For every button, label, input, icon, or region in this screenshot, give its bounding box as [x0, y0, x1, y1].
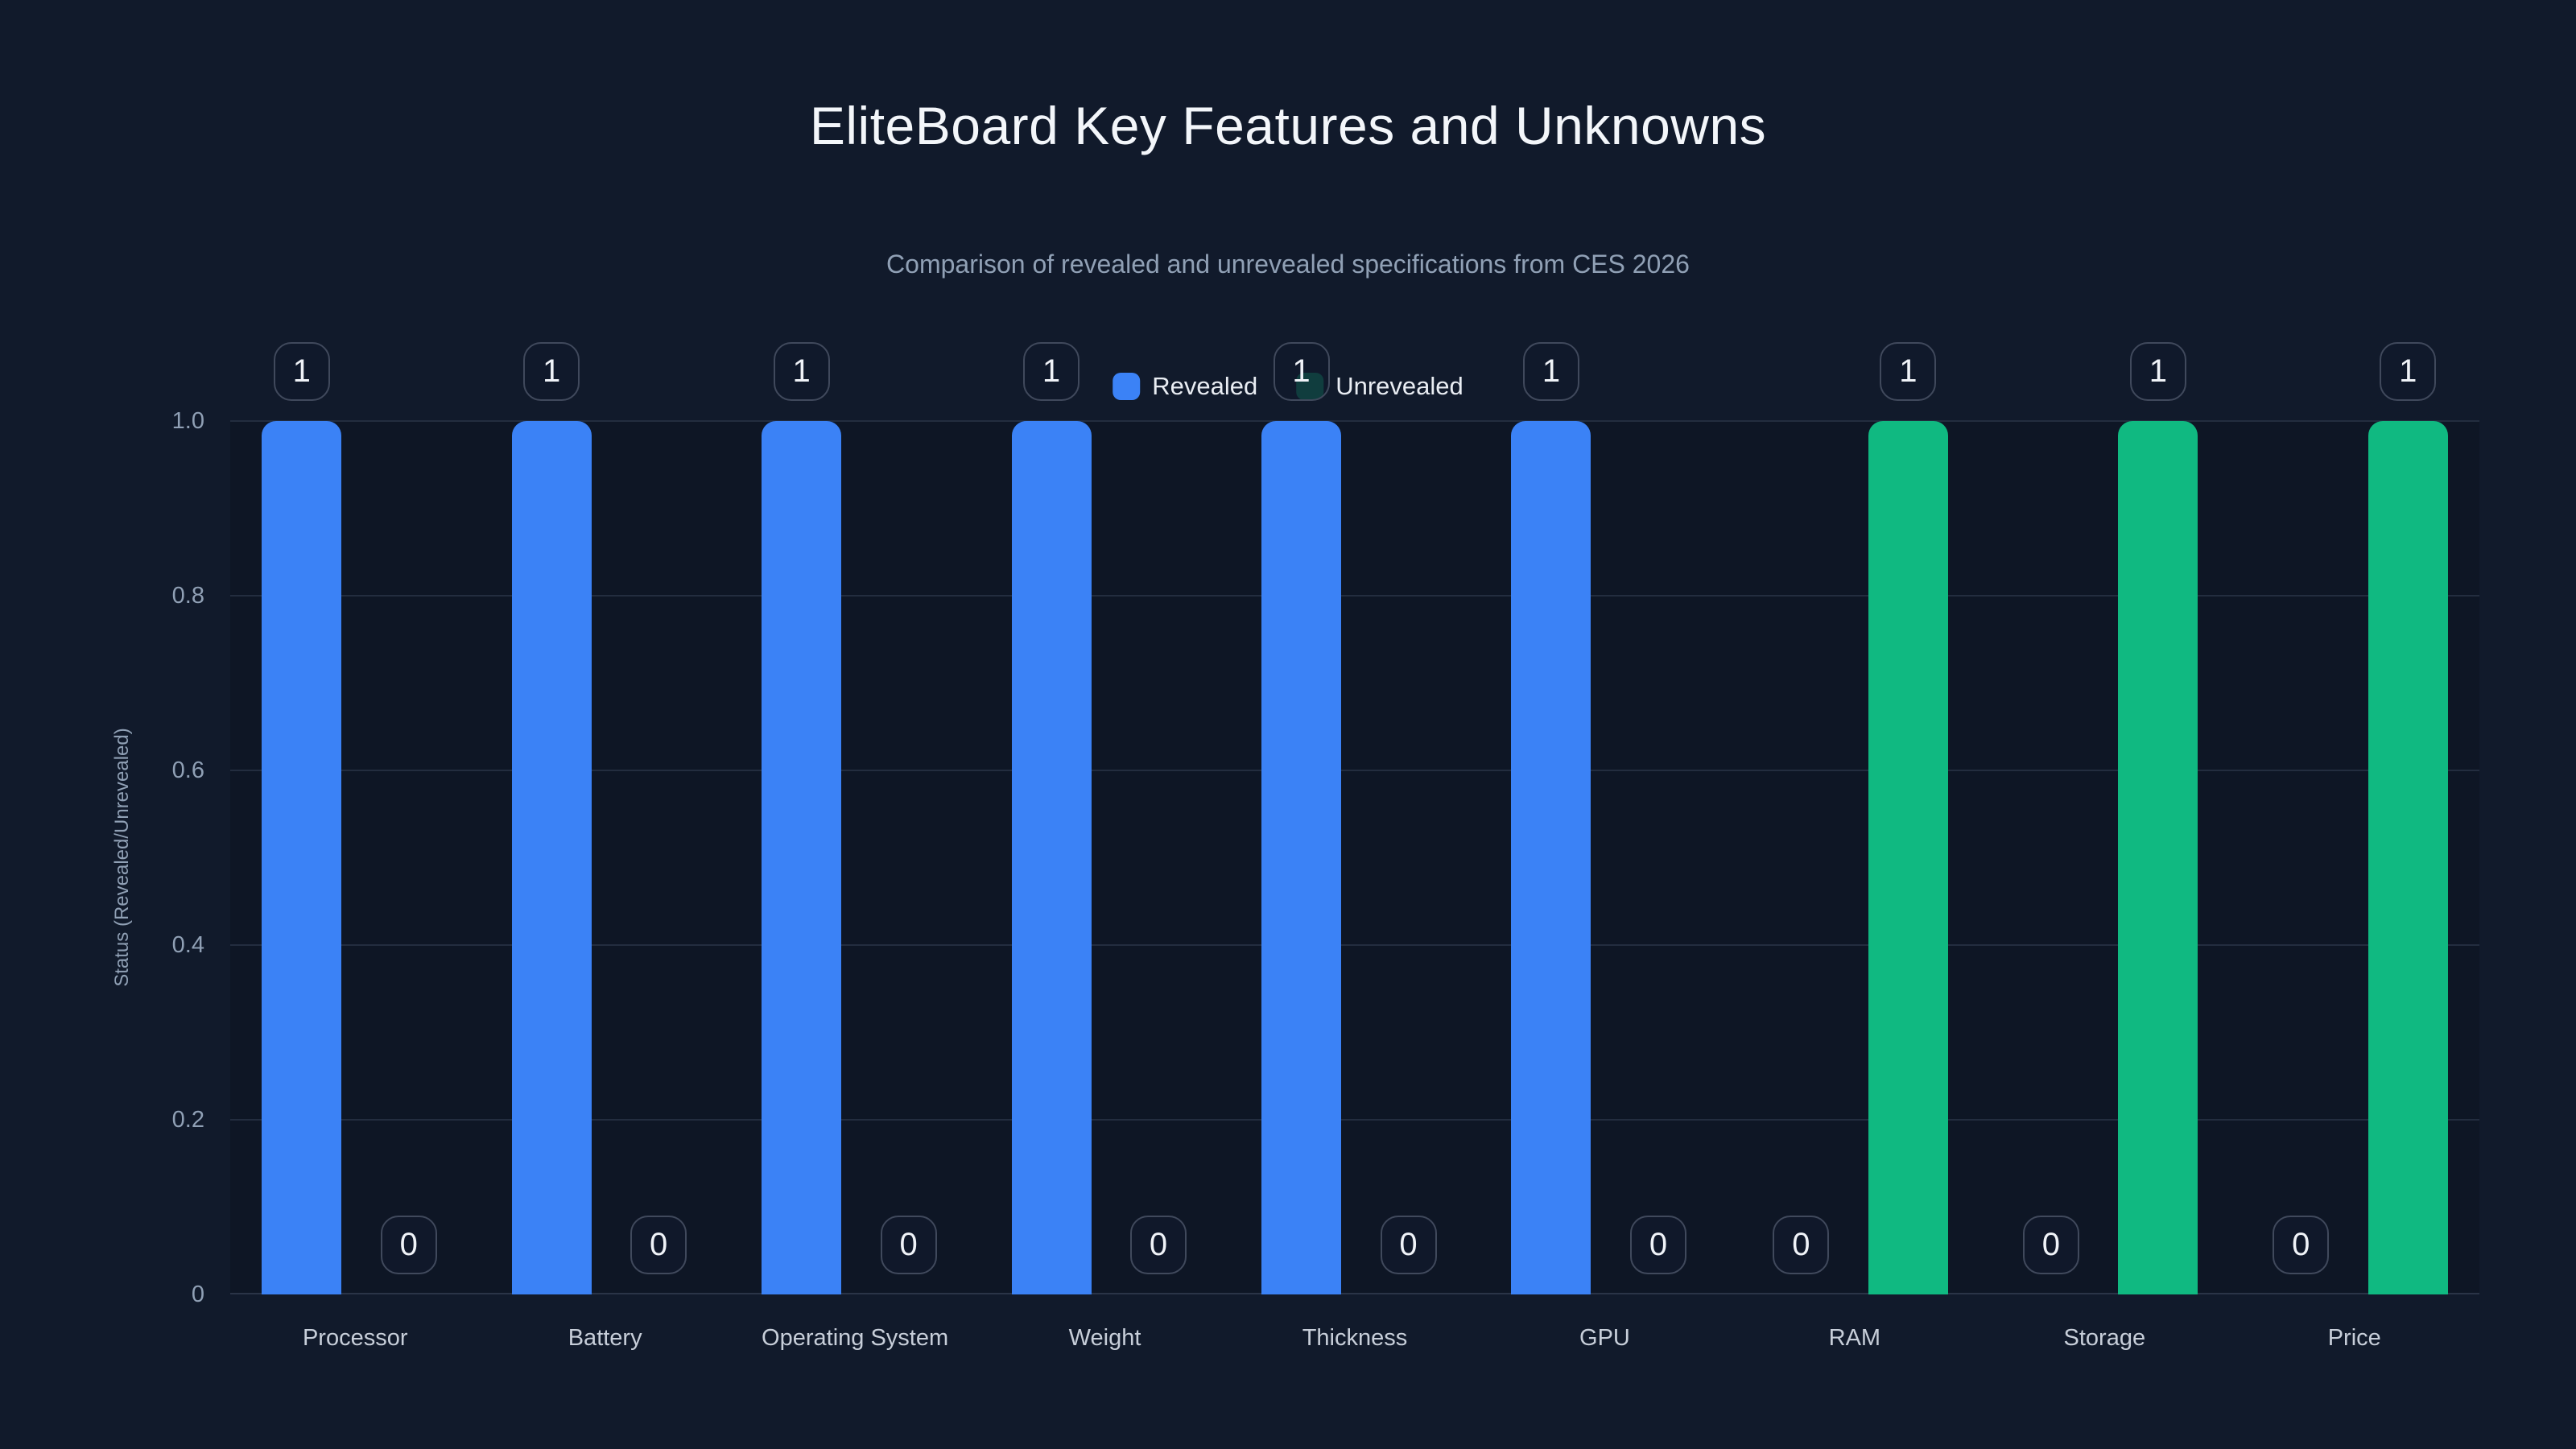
value-badge: 1	[2380, 342, 2437, 401]
bar-revealed-thickness[interactable]	[1261, 421, 1341, 1294]
x-category-label: Storage	[2063, 1325, 2146, 1351]
value-badge: 0	[1629, 1216, 1686, 1274]
value-badge: 0	[2022, 1216, 2079, 1274]
value-badge: 1	[273, 342, 330, 401]
value-badge: 1	[1880, 342, 1937, 401]
y-tick-label: 1.0	[171, 408, 204, 434]
chart-title: EliteBoard Key Features and Unknowns	[809, 96, 1767, 155]
x-category-label: Price	[2327, 1325, 2381, 1351]
gridline	[230, 595, 2479, 597]
value-badge: 1	[2129, 342, 2186, 401]
x-category-label: RAM	[1828, 1325, 1881, 1351]
value-badge: 0	[2273, 1216, 2330, 1274]
x-category-label: Battery	[568, 1325, 642, 1351]
plot-area	[230, 421, 2479, 1294]
x-category-label: Weight	[1068, 1325, 1141, 1351]
bar-unrevealed-price[interactable]	[2368, 421, 2448, 1294]
legend-label-unrevealed: Unrevealed	[1335, 372, 1463, 400]
x-category-label: Operating System	[762, 1325, 949, 1351]
y-tick-label: 0	[191, 1282, 204, 1307]
value-badge: 1	[1273, 342, 1330, 401]
value-badge: 0	[1380, 1216, 1437, 1274]
value-badge: 0	[1773, 1216, 1830, 1274]
bar-revealed-battery[interactable]	[511, 421, 592, 1294]
x-category-label: GPU	[1579, 1325, 1630, 1351]
value-badge: 1	[1522, 342, 1579, 401]
y-tick-label: 0.6	[171, 758, 204, 783]
y-tick-label: 0.4	[171, 932, 204, 958]
value-badge: 0	[880, 1216, 937, 1274]
legend-item-revealed[interactable]: Revealed	[1113, 372, 1257, 401]
value-badge: 0	[1130, 1216, 1187, 1274]
bar-unrevealed-ram[interactable]	[1868, 421, 1948, 1294]
y-tick-label: 0.2	[171, 1107, 204, 1133]
value-badge: 0	[630, 1216, 687, 1274]
gridline	[230, 420, 2479, 422]
bar-revealed-weight[interactable]	[1011, 421, 1092, 1294]
revealed-swatch-icon	[1113, 373, 1141, 400]
bar-revealed-processor[interactable]	[262, 421, 342, 1294]
legend-label-revealed: Revealed	[1152, 372, 1258, 400]
gridline	[230, 944, 2479, 946]
value-badge: 0	[380, 1216, 437, 1274]
value-badge: 1	[1023, 342, 1080, 401]
bar-unrevealed-storage[interactable]	[2118, 421, 2198, 1294]
gridline	[230, 770, 2479, 771]
bar-revealed-operating-system[interactable]	[762, 421, 842, 1294]
x-category-label: Thickness	[1302, 1325, 1408, 1351]
x-category-label: Processor	[302, 1325, 408, 1351]
value-badge: 1	[773, 342, 830, 401]
chart-subtitle: Comparison of revealed and unrevealed sp…	[886, 250, 1690, 279]
y-tick-label: 0.8	[171, 583, 204, 609]
gridline	[230, 1119, 2479, 1121]
value-badge: 1	[523, 342, 580, 401]
bar-revealed-gpu[interactable]	[1511, 421, 1591, 1294]
